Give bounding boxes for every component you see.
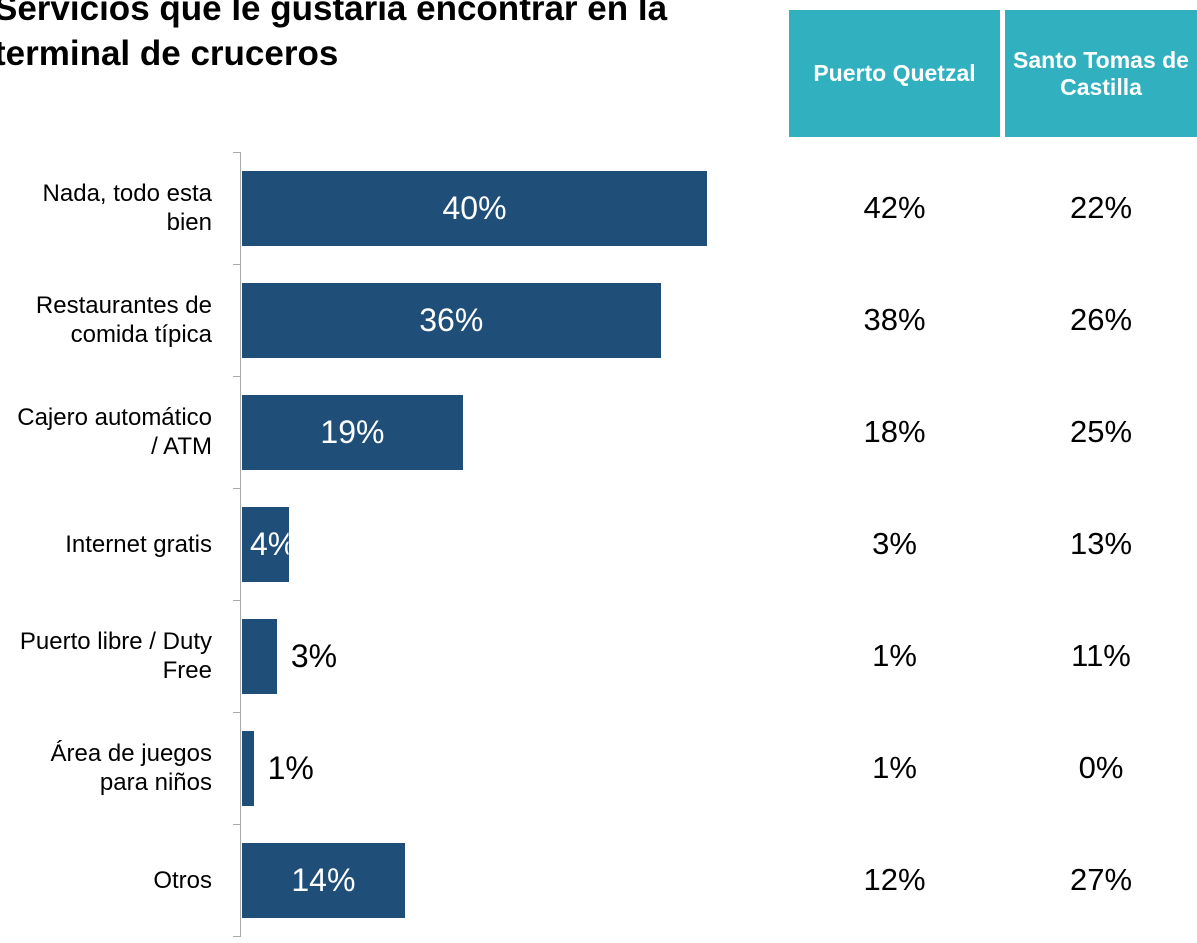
axis-tick xyxy=(233,488,241,489)
axis-tick xyxy=(233,712,241,713)
bar xyxy=(242,506,289,582)
table-cell: 13% xyxy=(1069,526,1133,561)
table-cell: 12% xyxy=(863,862,926,897)
value-label: 19% xyxy=(320,413,385,450)
bar xyxy=(242,394,463,470)
value-label: 40% xyxy=(442,189,507,226)
table-cell: 1% xyxy=(872,750,917,785)
table-cell: 25% xyxy=(1069,414,1133,449)
axis-line xyxy=(240,152,241,936)
table-header: Puerto Quetzal xyxy=(789,10,1000,137)
bar xyxy=(242,618,277,694)
value-label: 3% xyxy=(290,637,338,674)
value-label: 14% xyxy=(291,861,356,898)
category-label: Otros xyxy=(153,866,212,894)
table-cell: 11% xyxy=(1071,638,1131,673)
bar xyxy=(242,842,405,918)
table-cell: 3% xyxy=(872,526,917,561)
chart-title: Servicios que le gustaría encontrar en l… xyxy=(0,0,668,73)
value-label: 1% xyxy=(267,749,314,786)
table-cell: 38% xyxy=(863,302,926,337)
value-label: 36% xyxy=(419,301,484,338)
axis-tick xyxy=(233,824,241,825)
table-cell: 0% xyxy=(1078,750,1124,785)
category-label: Área de juegos para niños xyxy=(50,740,212,796)
table-cell: 18% xyxy=(863,414,926,449)
category-label: Restaurantes de comida típica xyxy=(35,292,212,348)
axis-tick xyxy=(233,264,241,265)
table-cell: 27% xyxy=(1069,862,1133,897)
category-label: Internet gratis xyxy=(65,530,212,558)
table-cell: 1% xyxy=(872,638,917,673)
table-cell: 26% xyxy=(1069,302,1133,337)
value-label: 4% xyxy=(250,525,289,562)
bar xyxy=(242,170,707,246)
bar xyxy=(242,730,254,806)
axis-tick xyxy=(233,936,241,937)
category-label: Puerto libre / Duty Free xyxy=(19,628,212,684)
axis-tick xyxy=(233,600,241,601)
bar xyxy=(242,282,661,358)
table-cell: 42% xyxy=(863,190,926,225)
category-label: Cajero automático / ATM xyxy=(17,404,212,460)
category-label: Nada, todo esta bien xyxy=(42,180,212,236)
axis-tick xyxy=(233,376,241,377)
table-cell: 22% xyxy=(1069,190,1133,225)
table-header: Santo Tomas de Castilla xyxy=(1005,10,1197,137)
axis-tick xyxy=(233,152,241,153)
